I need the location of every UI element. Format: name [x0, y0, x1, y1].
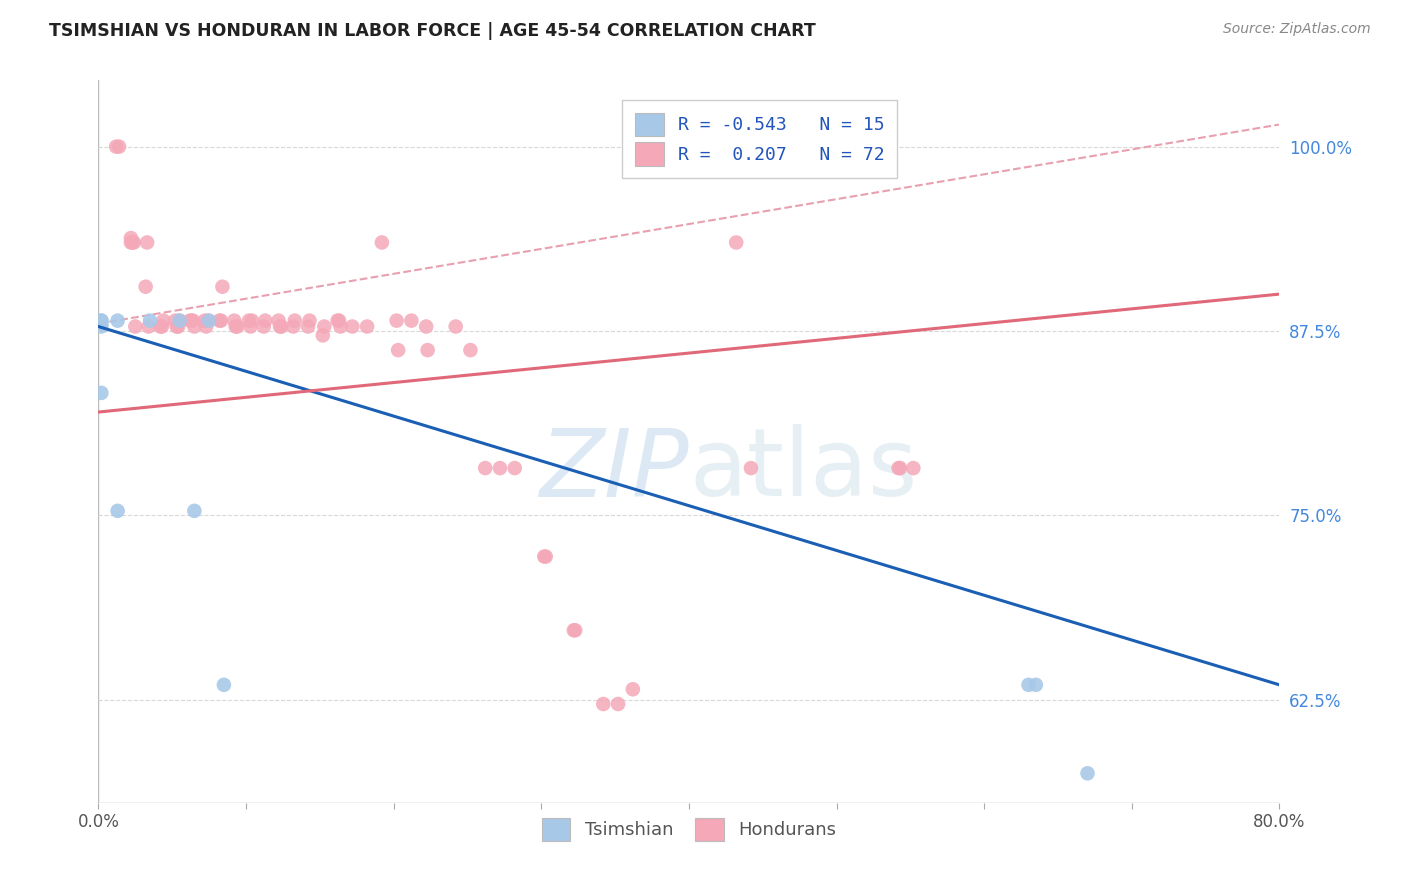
Point	[460, 343, 482, 358]
Point	[269, 319, 291, 334]
Text: Source: ZipAtlas.com: Source: ZipAtlas.com	[1223, 22, 1371, 37]
Text: atlas: atlas	[689, 425, 917, 516]
Point	[181, 313, 204, 327]
Point	[401, 313, 423, 327]
Point	[120, 231, 142, 245]
Point	[267, 313, 290, 327]
Point	[607, 697, 630, 711]
Point	[105, 139, 128, 153]
Point	[169, 313, 191, 327]
Point	[212, 678, 235, 692]
Point	[169, 313, 191, 327]
Point	[240, 313, 263, 327]
Point	[328, 313, 350, 327]
Point	[166, 319, 188, 334]
Point	[489, 461, 512, 475]
Point	[253, 319, 276, 334]
Point	[138, 319, 160, 334]
Point	[314, 319, 336, 334]
Point	[1018, 678, 1040, 692]
Point	[165, 313, 187, 327]
Point	[180, 313, 202, 327]
Point	[329, 319, 352, 334]
Point	[1025, 678, 1047, 692]
Point	[283, 319, 305, 334]
Point	[90, 385, 112, 400]
Point	[903, 461, 925, 475]
Point	[326, 313, 349, 327]
Point	[621, 682, 644, 697]
Point	[152, 313, 174, 327]
Point	[108, 139, 131, 153]
Point	[209, 313, 232, 327]
Point	[150, 319, 173, 334]
Point	[224, 313, 246, 327]
Point	[183, 319, 205, 334]
Point	[195, 319, 218, 334]
Legend: Tsimshian, Hondurans: Tsimshian, Hondurans	[534, 810, 844, 848]
Point	[121, 235, 143, 250]
Point	[90, 313, 112, 327]
Point	[135, 279, 157, 293]
Point	[226, 319, 249, 334]
Text: TSIMSHIAN VS HONDURAN IN LABOR FORCE | AGE 45-54 CORRELATION CHART: TSIMSHIAN VS HONDURAN IN LABOR FORCE | A…	[49, 22, 815, 40]
Point	[90, 319, 112, 334]
Point	[592, 697, 614, 711]
Point	[198, 313, 221, 327]
Point	[889, 461, 911, 475]
Point	[139, 313, 162, 327]
Point	[208, 313, 231, 327]
Point	[297, 319, 319, 334]
Point	[444, 319, 467, 334]
Point	[149, 319, 172, 334]
Point	[179, 313, 201, 327]
Point	[740, 461, 762, 475]
Point	[1077, 766, 1099, 780]
Point	[211, 279, 233, 293]
Point	[90, 313, 112, 327]
Point	[534, 549, 557, 564]
Point	[239, 319, 262, 334]
Point	[183, 504, 205, 518]
Point	[887, 461, 910, 475]
Point	[120, 235, 142, 250]
Point	[474, 461, 496, 475]
Point	[416, 343, 439, 358]
Point	[254, 313, 277, 327]
Point	[136, 235, 159, 250]
Point	[312, 328, 335, 343]
Point	[415, 319, 437, 334]
Point	[564, 624, 586, 638]
Point	[533, 549, 555, 564]
Point	[298, 313, 321, 327]
Point	[167, 319, 190, 334]
Point	[270, 319, 292, 334]
Point	[562, 624, 585, 638]
Point	[238, 313, 260, 327]
Point	[122, 235, 145, 250]
Point	[342, 319, 364, 334]
Point	[503, 461, 526, 475]
Point	[225, 319, 247, 334]
Point	[725, 235, 748, 250]
Point	[356, 319, 378, 334]
Point	[90, 317, 112, 331]
Point	[385, 313, 408, 327]
Point	[107, 504, 129, 518]
Text: ZIP: ZIP	[540, 425, 689, 516]
Point	[197, 313, 219, 327]
Point	[284, 313, 307, 327]
Point	[371, 235, 394, 250]
Point	[387, 343, 409, 358]
Point	[194, 313, 217, 327]
Point	[124, 319, 146, 334]
Point	[107, 313, 129, 327]
